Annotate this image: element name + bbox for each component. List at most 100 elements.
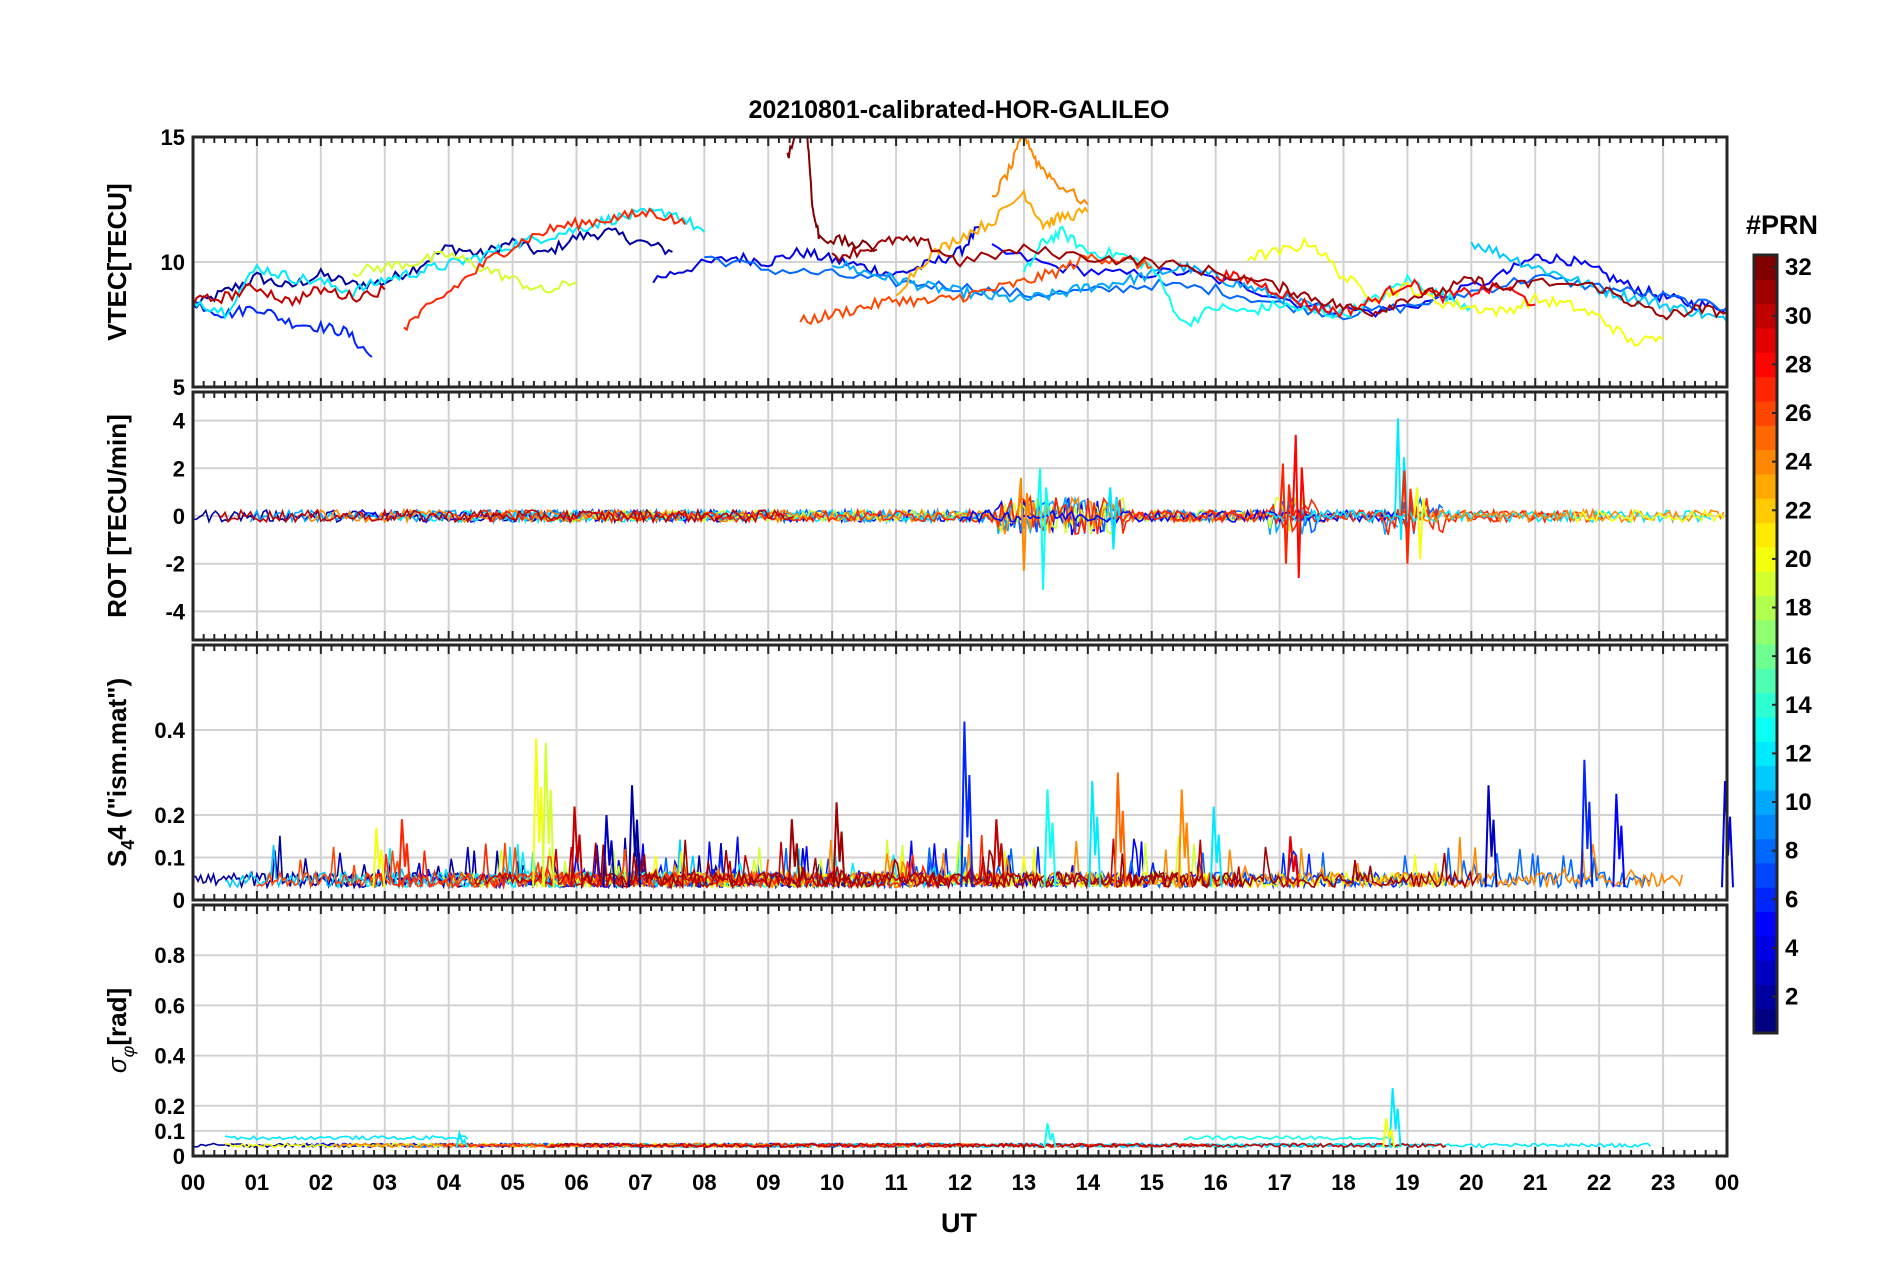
x-tick-label: 01	[245, 1170, 269, 1195]
colorbar-bin	[1754, 1008, 1777, 1034]
s4-spike	[1209, 806, 1223, 888]
colorbar-bin	[1754, 546, 1777, 572]
x-tick-label: 20	[1459, 1170, 1483, 1195]
x-tick-label: 14	[1076, 1170, 1101, 1195]
colorbar-tick-label: 18	[1785, 595, 1812, 622]
vtec-series-prn-4	[652, 226, 980, 284]
series-group-rot	[192, 418, 1725, 590]
x-tick-labels: 00 01 02 03 04 05 06 07 08 09 10 11 12 13 14 15 16 17 18 19…	[181, 1170, 1739, 1195]
minor-ticks-s4	[202, 645, 1718, 900]
rot-series-prn-5	[959, 508, 1405, 525]
s4-spike	[832, 802, 846, 888]
sigma-band-0	[224, 1134, 469, 1141]
rot-spike	[1036, 468, 1051, 590]
vtec-series-prn-13	[1022, 225, 1472, 328]
colorbar-bin	[1754, 473, 1777, 499]
colorbar-tick-label: 12	[1785, 740, 1812, 767]
colorbar-bin	[1754, 400, 1777, 426]
vtec-series-prn-31	[831, 234, 1728, 321]
rot-spike	[1106, 487, 1121, 550]
s4-spike	[397, 819, 411, 888]
colorbar-bin	[1754, 838, 1777, 864]
colorbar-bin	[1754, 279, 1777, 305]
panel-s4: 0 0.1 0.2 0.4 S44 ("ism.mat")	[102, 643, 1734, 913]
rot-spike	[1400, 470, 1415, 564]
colorbar-bin	[1754, 327, 1777, 353]
s4-spike	[570, 806, 584, 888]
x-tick-label: 04	[436, 1170, 461, 1195]
y-tick-label: 15	[161, 125, 185, 150]
y-tick-label: 0.8	[154, 943, 185, 968]
y-tick-label: 0.4	[154, 718, 185, 743]
colorbar-tick-label: 30	[1785, 303, 1812, 330]
x-tick-label: 19	[1395, 1170, 1419, 1195]
x-tick-label: 08	[692, 1170, 716, 1195]
s4-spike	[787, 819, 801, 888]
x-tick-label: 12	[948, 1170, 972, 1195]
x-tick-label: 21	[1523, 1170, 1547, 1195]
chart-title: 20210801-calibrated-HOR-GALILEO	[749, 96, 1170, 124]
colorbar-bin	[1754, 789, 1777, 815]
colorbar-bin	[1754, 887, 1777, 913]
y-tick-label: 0.6	[154, 993, 185, 1018]
y-axis-label-vtec: VTEC[TECU]	[102, 183, 132, 340]
s4-spike	[532, 738, 546, 888]
y-tick-label: 10	[161, 250, 185, 275]
y-tick-label: 0.1	[154, 1119, 185, 1144]
x-tick-label: 23	[1651, 1170, 1675, 1195]
vtec-series-prn-23	[895, 188, 1089, 297]
colorbar-bin	[1754, 449, 1777, 475]
vtec-series-prn-2	[192, 227, 673, 309]
colorbar-bin	[1754, 571, 1777, 596]
colorbar-tick-label: 10	[1785, 789, 1812, 816]
s4-spike	[1484, 785, 1498, 888]
colorbar-tick-label: 16	[1785, 643, 1812, 670]
y-tick-label: -4	[165, 599, 185, 624]
rot-series-prn-30	[218, 507, 794, 525]
vtec-series-prn-11	[1470, 241, 1728, 323]
minor-ticks-rot	[202, 392, 1718, 640]
colorbar-frame	[1752, 253, 1779, 1035]
y-tick-label: 4	[173, 409, 186, 434]
sigma-band-1	[1183, 1135, 1392, 1141]
x-tick-label: 09	[756, 1170, 780, 1195]
s4-series-prn-31	[582, 839, 1479, 891]
colorbar-tick-label: 20	[1785, 546, 1812, 573]
colorbar-bin	[1754, 862, 1777, 888]
sigma-spike	[1382, 1118, 1396, 1148]
sigma-series-prn-30	[550, 1142, 1447, 1149]
colorbar-bin	[1754, 911, 1777, 937]
y-tick-label: 0	[173, 888, 185, 913]
rot-series-prn-20	[1572, 508, 1725, 524]
rot-spike	[1016, 477, 1031, 571]
colorbar-bin	[1754, 425, 1777, 451]
vtec-series-prn-26	[799, 252, 1153, 326]
colorbar-bin	[1754, 668, 1777, 694]
x-tick-label: 17	[1267, 1170, 1291, 1195]
s4-series-prn-27	[364, 834, 1006, 891]
vtec-series-prn-19	[352, 250, 577, 294]
s4-spike	[1286, 836, 1300, 888]
y-axis-label-rot: ROT [TECU/min]	[102, 414, 132, 618]
colorbar-tick-label: 2	[1785, 984, 1798, 1011]
panel-rot: -4 -2 0 2 4 ROT [TECU/min]	[102, 390, 1729, 642]
y-tick-label: 0.1	[154, 846, 185, 871]
colorbar-bin	[1754, 644, 1777, 669]
s4-spike	[541, 742, 555, 888]
x-tick-label: 03	[373, 1170, 397, 1195]
x-tick-label: 00	[1715, 1170, 1739, 1195]
x-tick-label: 06	[564, 1170, 588, 1195]
colorbar-bin	[1754, 814, 1777, 840]
colorbar-bin	[1754, 352, 1777, 378]
colorbar-tick-label: 4	[1785, 935, 1799, 962]
s4-spike	[1113, 772, 1127, 888]
rot-spike	[1278, 463, 1293, 564]
y-tick-label: 0	[173, 1144, 185, 1169]
colorbar-bin	[1754, 498, 1777, 524]
x-tick-label: 07	[628, 1170, 652, 1195]
s4-spike	[1612, 793, 1626, 888]
vtec-series-prn-12	[192, 207, 706, 320]
colorbar-bin	[1754, 960, 1777, 985]
minor-ticks-vtec	[202, 137, 1718, 387]
